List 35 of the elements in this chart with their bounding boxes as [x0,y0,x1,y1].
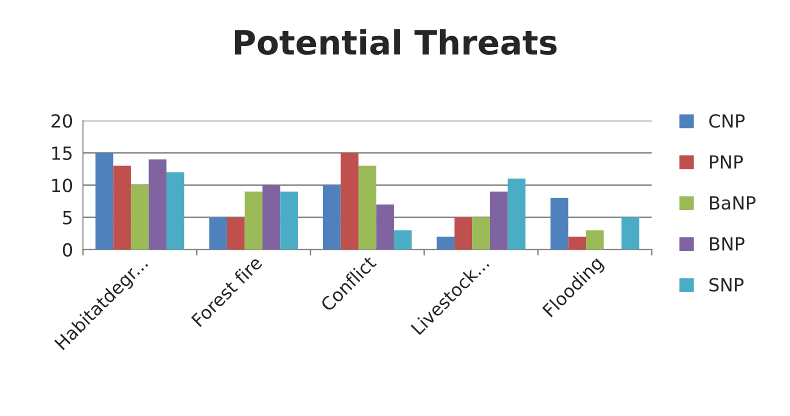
legend-label: CNP [709,114,745,128]
y-tick-label: 0 [62,243,72,257]
y-tick-label: 15 [52,146,72,160]
bar [226,217,245,250]
bar [490,192,508,250]
bar [166,172,184,250]
bar [130,185,149,250]
bar [586,230,604,250]
y-tick-label: 10 [52,178,72,192]
bar [262,185,280,250]
bar [148,159,166,250]
y-tick-label: 5 [63,211,72,224]
bar [621,217,640,250]
legend-label: BaNP [710,196,756,210]
bar [113,166,131,250]
bar [376,204,394,250]
bar [436,236,454,250]
bar [454,217,472,250]
y-tick-label: 20 [52,114,72,128]
bar [508,178,526,250]
bar [550,198,568,250]
bar [358,166,376,250]
legend-label: PNP [710,155,743,168]
bar [322,185,341,250]
legend-label: BNP [710,237,744,250]
bar [280,192,298,250]
bar [244,192,262,250]
bar [394,230,412,250]
bar [209,217,227,250]
bar [340,152,358,250]
chart-title: Potential Threats [234,29,557,55]
bar [95,152,114,250]
bar [472,217,490,250]
legend-label: SNP [709,278,744,292]
bar [568,236,586,250]
